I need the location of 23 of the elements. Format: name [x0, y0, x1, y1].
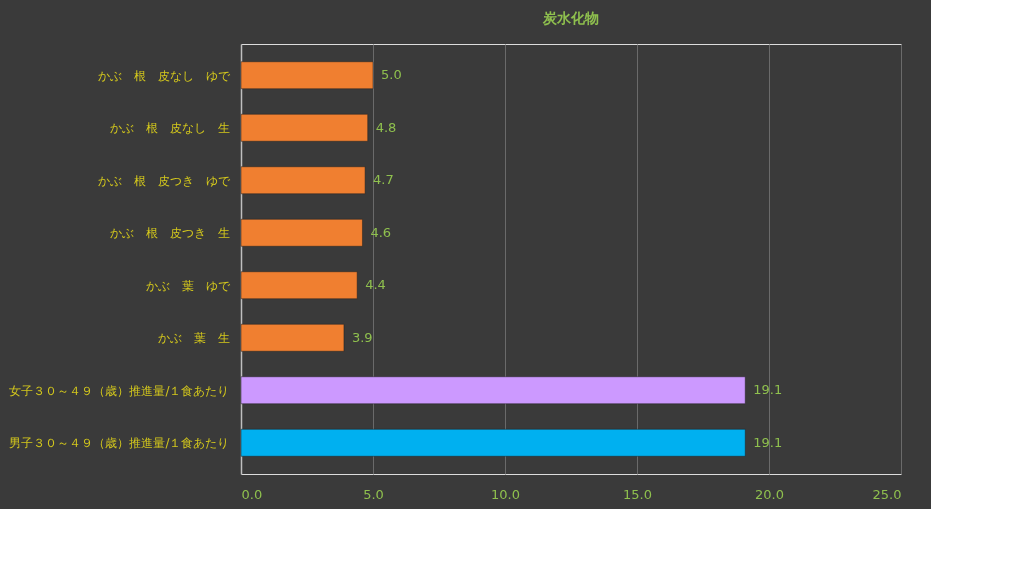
data-label: 19.1	[753, 382, 783, 398]
data-label: 19.1	[753, 434, 783, 450]
x-tick-label: 25.0	[872, 486, 902, 502]
chart-title: 炭水化物	[542, 10, 599, 26]
y-tick-label: かぶ 葉 生	[157, 331, 230, 346]
y-tick-label: かぶ 葉 ゆで	[145, 278, 231, 293]
y-tick-label: 女子３０～４９（歳）推進量/１食あたり	[9, 383, 230, 398]
x-tick-label: 15.0	[623, 486, 652, 502]
data-label: 4.8	[375, 119, 397, 135]
y-tick-label: 男子３０～４９（歳）推進量/１食あたり	[9, 436, 230, 451]
y-tick-label: かぶ 根 皮なし 生	[109, 121, 230, 136]
data-label: 4.6	[370, 224, 392, 240]
data-label: 4.7	[373, 172, 394, 188]
y-tick-label: かぶ 根 皮つき ゆで	[97, 173, 231, 188]
data-label: 4.4	[365, 277, 386, 293]
y-tick-label: かぶ 根 皮つき 生	[109, 226, 230, 241]
data-label: 5.0	[381, 67, 402, 83]
x-tick-label: 0.0	[241, 486, 263, 502]
y-tick-label: かぶ 根 皮なし ゆで	[97, 68, 231, 83]
x-tick-label: 20.0	[755, 486, 784, 502]
data-label: 3.9	[351, 329, 373, 345]
x-tick-label: 10.0	[491, 486, 520, 502]
x-tick-label: 5.0	[363, 486, 384, 502]
